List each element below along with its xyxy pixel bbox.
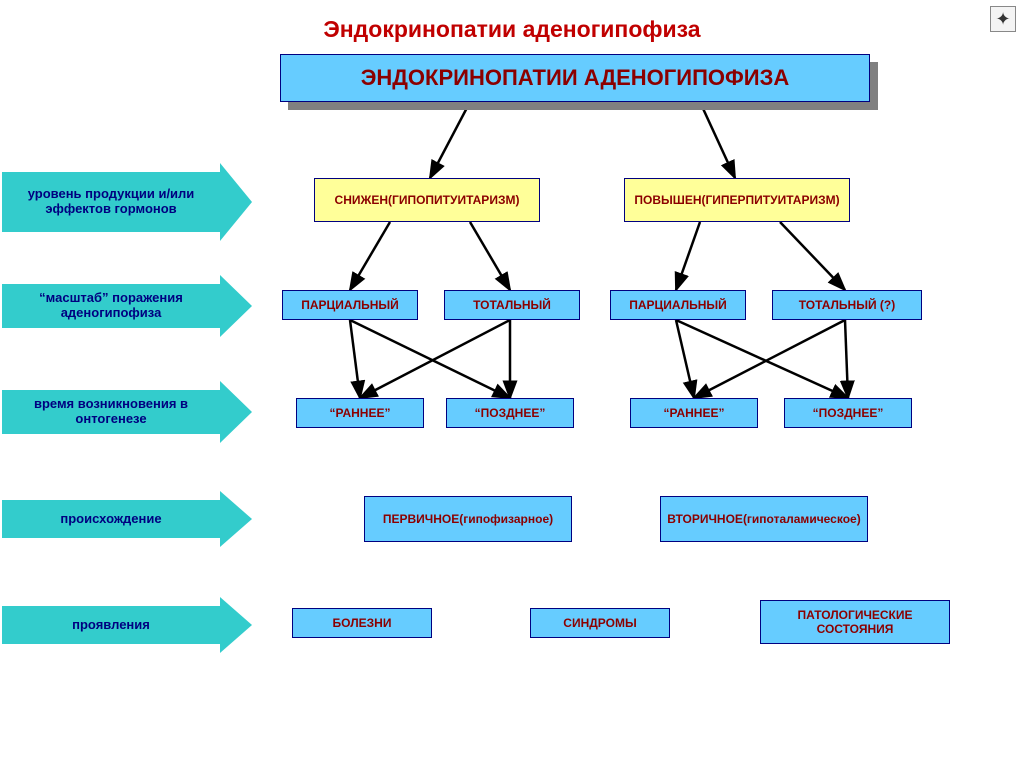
level2-box-1: ПАРЦИАЛЬНЫЙ — [282, 290, 418, 320]
level5-box-2: СИНДРОМЫ — [530, 608, 670, 638]
page-title: Эндокринопатии аденогипофиза — [0, 16, 1024, 43]
side-arrow-5-label: проявления — [2, 606, 220, 644]
level3-box-1: “РАННЕЕ” — [296, 398, 424, 428]
arrow-head-icon — [220, 491, 252, 547]
arrow-head-icon — [220, 163, 252, 241]
arrow-head-icon — [220, 597, 252, 653]
level4-box-left: ПЕРВИЧНОЕ(гипофизарное) — [364, 496, 572, 542]
level4-box-right: ВТОРИЧНОЕ(гипоталамическое) — [660, 496, 868, 542]
level3-box-4: “ПОЗДНЕЕ” — [784, 398, 912, 428]
level2-box-3: ПАРЦИАЛЬНЫЙ — [610, 290, 746, 320]
header-box: ЭНДОКРИНОПАТИИ АДЕНОГИПОФИЗА — [280, 54, 870, 102]
level1-box-right: ПОВЫШЕН(ГИПЕРПИТУИТАРИЗМ) — [624, 178, 850, 222]
side-arrow-3-label: время возникновения в онтогенезе — [2, 390, 220, 434]
connector-arrows — [0, 0, 1024, 767]
side-arrow-4-label: происхождение — [2, 500, 220, 538]
side-arrow-2: “масштаб” поражения аденогипофиза — [2, 284, 252, 328]
side-arrow-1: уровень продукции и/или эффектов гормоно… — [2, 172, 252, 232]
level1-box-left: СНИЖЕН(ГИПОПИТУИТАРИЗМ) — [314, 178, 540, 222]
side-arrow-4: происхождение — [2, 500, 252, 538]
arrow-head-icon — [220, 275, 252, 337]
arrow-head-icon — [220, 381, 252, 443]
side-arrow-5: проявления — [2, 606, 252, 644]
level3-box-3: “РАННЕЕ” — [630, 398, 758, 428]
level2-box-2: ТОТАЛЬНЫЙ — [444, 290, 580, 320]
side-arrow-1-label: уровень продукции и/или эффектов гормоно… — [2, 172, 220, 232]
level5-box-3: ПАТОЛОГИЧЕСКИЕ СОСТОЯНИЯ — [760, 600, 950, 644]
level5-box-1: БОЛЕЗНИ — [292, 608, 432, 638]
side-arrow-3: время возникновения в онтогенезе — [2, 390, 252, 434]
level3-box-2: “ПОЗДНЕЕ” — [446, 398, 574, 428]
level2-box-4: ТОТАЛЬНЫЙ (?) — [772, 290, 922, 320]
side-arrow-2-label: “масштаб” поражения аденогипофиза — [2, 284, 220, 328]
